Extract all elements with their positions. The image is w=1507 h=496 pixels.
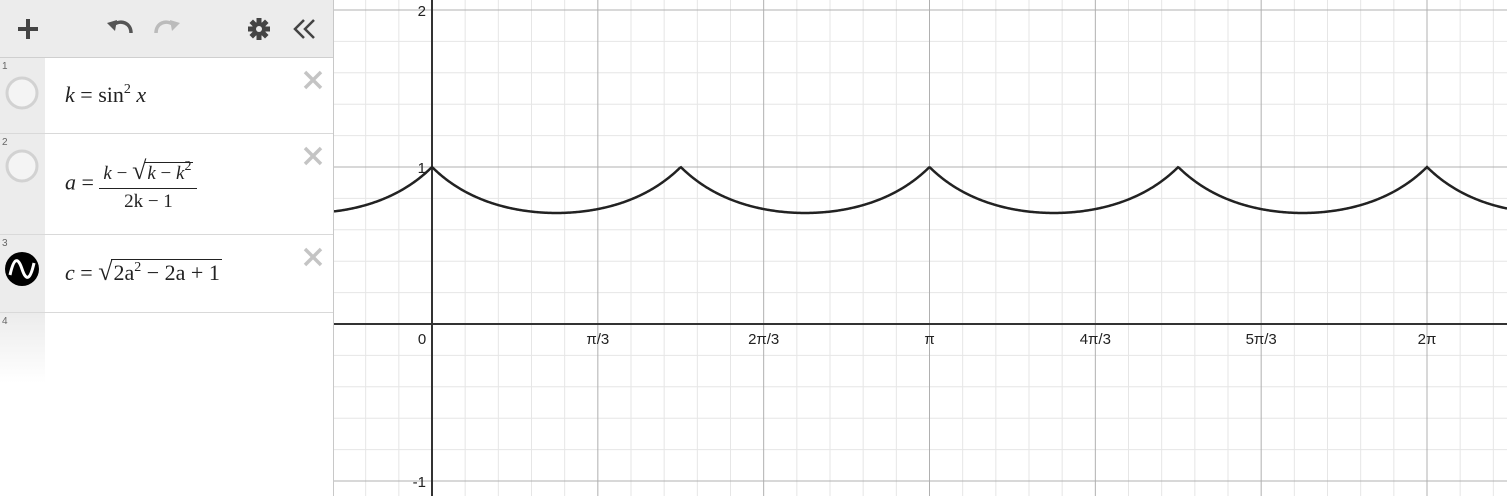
plus-icon <box>18 19 38 39</box>
hidden-circle-icon[interactable] <box>4 75 40 111</box>
math-var-k: k <box>65 82 75 107</box>
expression-list: 1 k = sin2 x 2 a = k − √k <box>0 58 333 313</box>
collapse-panel-button[interactable] <box>290 14 320 44</box>
expression-row-2[interactable]: 2 a = k − √k − k2 2k − 1 <box>0 134 333 235</box>
new-expression-row[interactable]: 4 <box>0 313 333 383</box>
math-exponent: 2 <box>134 260 142 275</box>
major-grid <box>334 0 1507 496</box>
math-exponent: 2 <box>123 82 131 97</box>
expression-number: 4 <box>2 316 8 327</box>
y-tick-label: 1 <box>418 160 426 177</box>
settings-button[interactable] <box>244 14 274 44</box>
delete-expression-icon[interactable] <box>301 144 325 168</box>
add-expression-button[interactable] <box>13 14 43 44</box>
math-term: − 2a + 1 <box>141 260 220 285</box>
x-tick-label: 5π/3 <box>1246 331 1277 348</box>
math-fraction: k − √k − k2 2k − 1 <box>99 156 198 213</box>
radical-sign: √ <box>132 156 147 185</box>
expression-row-3[interactable]: 3 c = √2a2 − 2a + 1 <box>0 235 333 313</box>
fraction-numerator: k − √k − k2 <box>99 156 198 189</box>
delete-expression-icon[interactable] <box>301 68 325 92</box>
expression-number: 2 <box>2 137 8 148</box>
expression-toolbar <box>0 0 333 58</box>
math-fn-sin: sin <box>98 82 124 107</box>
math-equals: = <box>80 82 93 107</box>
math-var-c: c <box>65 260 75 285</box>
redo-button[interactable] <box>152 14 182 44</box>
math-equals: = <box>80 260 93 285</box>
undo-button[interactable] <box>105 14 135 44</box>
x-tick-label: 0 <box>418 331 426 348</box>
undo-icon <box>107 20 133 34</box>
math-var-k: k <box>147 163 156 184</box>
x-tick-label: 2π/3 <box>748 331 779 348</box>
expression-panel: 1 k = sin2 x 2 a = k − √k <box>0 0 334 496</box>
fraction-denominator: 2k − 1 <box>124 191 173 212</box>
x-tick-label: 2π <box>1418 331 1437 348</box>
gear-icon <box>248 18 270 40</box>
expression-gutter <box>0 313 45 383</box>
expression-number: 3 <box>2 238 8 249</box>
expression-number: 1 <box>2 61 8 72</box>
math-var-k: k <box>176 163 185 184</box>
radical-sign: √ <box>98 257 113 286</box>
minor-grid <box>334 0 1507 496</box>
x-tick-label: π/3 <box>586 331 609 348</box>
expression-math-3[interactable]: c = √2a2 − 2a + 1 <box>65 257 222 287</box>
math-minus: − <box>160 163 172 184</box>
double-chevron-left-icon <box>293 19 315 39</box>
math-term: 2a <box>113 260 135 285</box>
hidden-circle-icon[interactable] <box>4 148 40 184</box>
radicand: 2a2 − 2a + 1 <box>111 259 222 286</box>
delete-expression-icon[interactable] <box>301 245 325 269</box>
radicand: k − k2 <box>145 159 194 185</box>
math-exponent: 2 <box>184 159 192 174</box>
redo-icon <box>154 20 180 34</box>
curve-c[interactable] <box>334 165 1507 215</box>
math-var-k: k <box>103 163 112 184</box>
y-tick-label: -1 <box>413 474 426 491</box>
math-var-x: x <box>136 82 147 107</box>
math-minus: − <box>116 163 128 184</box>
graph-wave-icon[interactable] <box>4 251 40 287</box>
x-tick-label: π <box>924 331 934 348</box>
x-tick-label: 4π/3 <box>1080 331 1111 348</box>
graph-canvas[interactable]: 0 π/3 2π/3 π 4π/3 5π/3 2π 2 1 -1 <box>334 0 1507 496</box>
y-tick-label: 2 <box>418 3 426 20</box>
math-equals: = <box>81 169 94 195</box>
axes <box>334 0 1507 496</box>
math-var-a: a <box>65 169 76 195</box>
expression-math-2[interactable]: a = k − √k − k2 2k − 1 <box>65 156 198 213</box>
expression-math-1[interactable]: k = sin2 x <box>65 82 146 108</box>
expression-row-1[interactable]: 1 k = sin2 x <box>0 58 333 134</box>
